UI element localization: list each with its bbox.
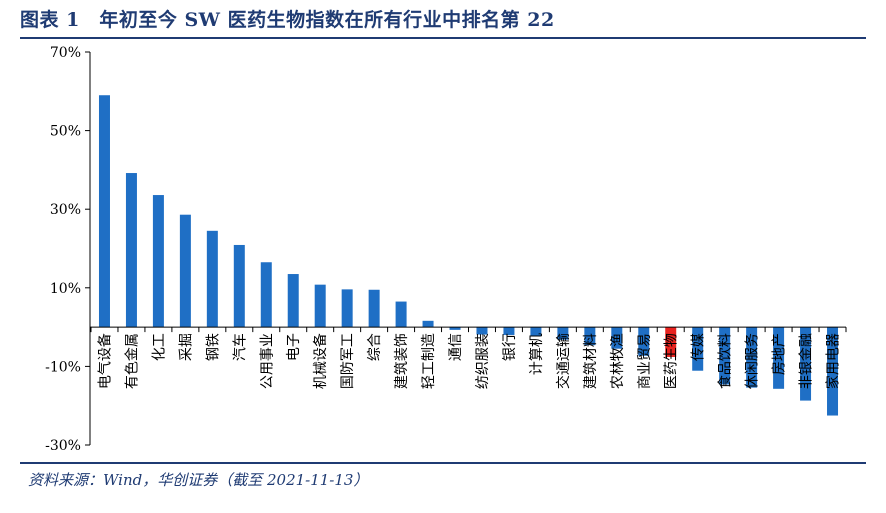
category-label: 计算机 [529,333,545,375]
category-label: 机械设备 [312,333,329,389]
bar [422,320,434,328]
category-label: 建筑材料 [583,333,599,389]
category-labels: 电气设备 有色金属 化工 采掘 钢铁 汽车 公用事业 电子 机械设备 国防军工 综合 建筑装饰 轻工制造… [96,333,841,389]
category-label: 汽车 [231,333,248,361]
category-label: 休闲服务 [745,333,761,389]
bar [638,327,650,356]
category-label: 国防军工 [340,333,356,389]
bar [179,214,191,328]
category-label: 家用电器 [825,333,842,389]
y-tick-label: 50% [50,124,81,140]
bar [800,327,812,401]
bar [125,173,137,328]
category-label: 通信 [448,333,464,361]
bar [530,327,542,337]
zero-axis [90,326,847,333]
bar [152,195,164,328]
category-label: 食品饮料 [717,333,734,389]
bar [476,327,488,335]
bar [449,327,461,330]
bars [98,95,839,416]
category-label: 农林牧渔 [610,333,626,389]
y-tick-label: 10% [50,281,81,297]
bar [827,327,839,416]
category-label: 非银金融 [799,333,815,389]
bar [557,327,569,340]
category-label: 房地产 [772,333,788,375]
category-label: 有色金属 [123,333,140,389]
source-note: 资料来源：Wind，华创证券（截至 2021-11-13） [28,471,369,489]
category-label: 交通运输 [555,333,572,389]
category-label: 化工 [151,333,167,361]
category-label: 建筑装饰 [394,333,410,389]
bar [719,327,731,385]
bar [368,289,380,328]
category-label: 轻工制造 [421,333,437,389]
chart-title: 图表 1 年初至今 SW 医药生物指数在所有行业中排名第 22 [20,9,555,31]
bar [611,327,623,349]
y-tick-label: -10% [45,359,81,375]
bar [98,95,110,328]
bar [665,327,677,357]
category-label: 商业贸易 [637,333,653,389]
category-label: 银行 [502,333,518,361]
category-label: 纺织服装 [475,333,491,389]
bar [287,274,299,328]
category-label: 采掘 [178,333,194,361]
title-rule [20,37,866,39]
category-label: 钢铁 [205,333,221,361]
category-label: 电子 [286,333,302,361]
bar [692,327,704,371]
bar [233,244,245,328]
bar [260,262,272,328]
category-label: 医药生物 [664,333,680,389]
bar [584,327,596,346]
bar [395,301,407,328]
y-tick-label: -30% [45,438,81,454]
category-label: 公用事业 [259,333,275,389]
bar [314,284,326,328]
bar [206,230,218,328]
footer-rule [20,462,866,464]
bar [773,327,785,389]
category-label: 传媒 [691,333,707,361]
category-label: 综合 [367,333,383,361]
y-tick-label: 70% [50,45,81,61]
y-axis: 70% 50% 30% 10% -10% -30% [45,45,91,454]
bar [341,289,353,328]
y-tick-label: 30% [50,202,81,218]
bar [503,327,515,335]
category-label: 电气设备 [96,333,113,389]
bar [746,327,758,388]
